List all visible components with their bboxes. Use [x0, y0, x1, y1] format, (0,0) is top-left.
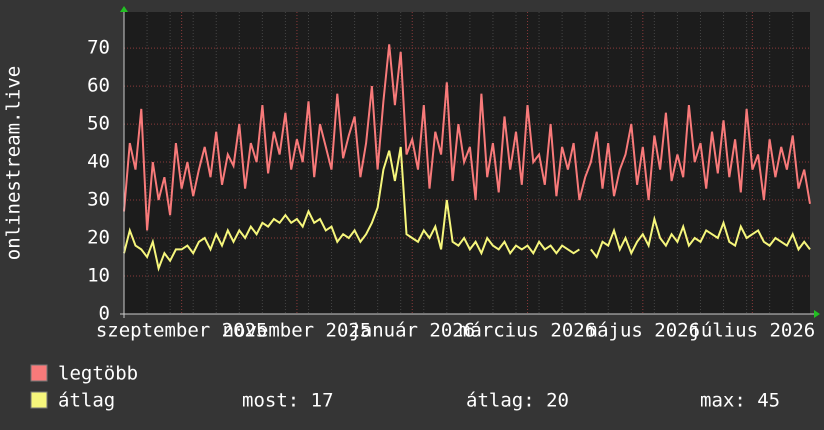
plot — [123, 12, 811, 315]
y-tick-label: 40 — [87, 151, 110, 173]
y-axis-label: onlinestream.live — [3, 66, 25, 260]
legend-swatch — [30, 364, 48, 382]
legend-label: átlag — [58, 390, 115, 412]
y-tick-label: 10 — [87, 265, 110, 287]
x-tick-label: január 2026 — [349, 320, 475, 342]
legend-swatch — [30, 391, 48, 409]
series-line — [123, 44, 811, 231]
stat-avg: átlag: 20 — [466, 390, 569, 412]
y-tick-label: 30 — [87, 189, 110, 211]
series-line — [123, 146, 811, 272]
x-tick-label: július 2026 — [689, 320, 815, 342]
x-tick-label: szeptember 2025 — [96, 320, 268, 342]
stat-now: most: 17 — [242, 390, 334, 412]
x-arrow — [814, 310, 820, 318]
x-tick-label: november 2025 — [223, 320, 372, 342]
stat-max: max: 45 — [700, 390, 780, 412]
y-tick-label: 70 — [87, 37, 110, 59]
x-tick-label: március 2026 — [459, 320, 596, 342]
plot-area — [124, 12, 810, 314]
y-tick-label: 50 — [87, 113, 110, 135]
y-tick-label: 60 — [87, 75, 110, 97]
y-tick-label: 20 — [87, 227, 110, 249]
y-arrow — [120, 6, 128, 12]
x-tick-label: május 2026 — [586, 320, 700, 342]
y-tick-label: 0 — [99, 303, 110, 325]
legend-label: legtöbb — [58, 363, 138, 385]
